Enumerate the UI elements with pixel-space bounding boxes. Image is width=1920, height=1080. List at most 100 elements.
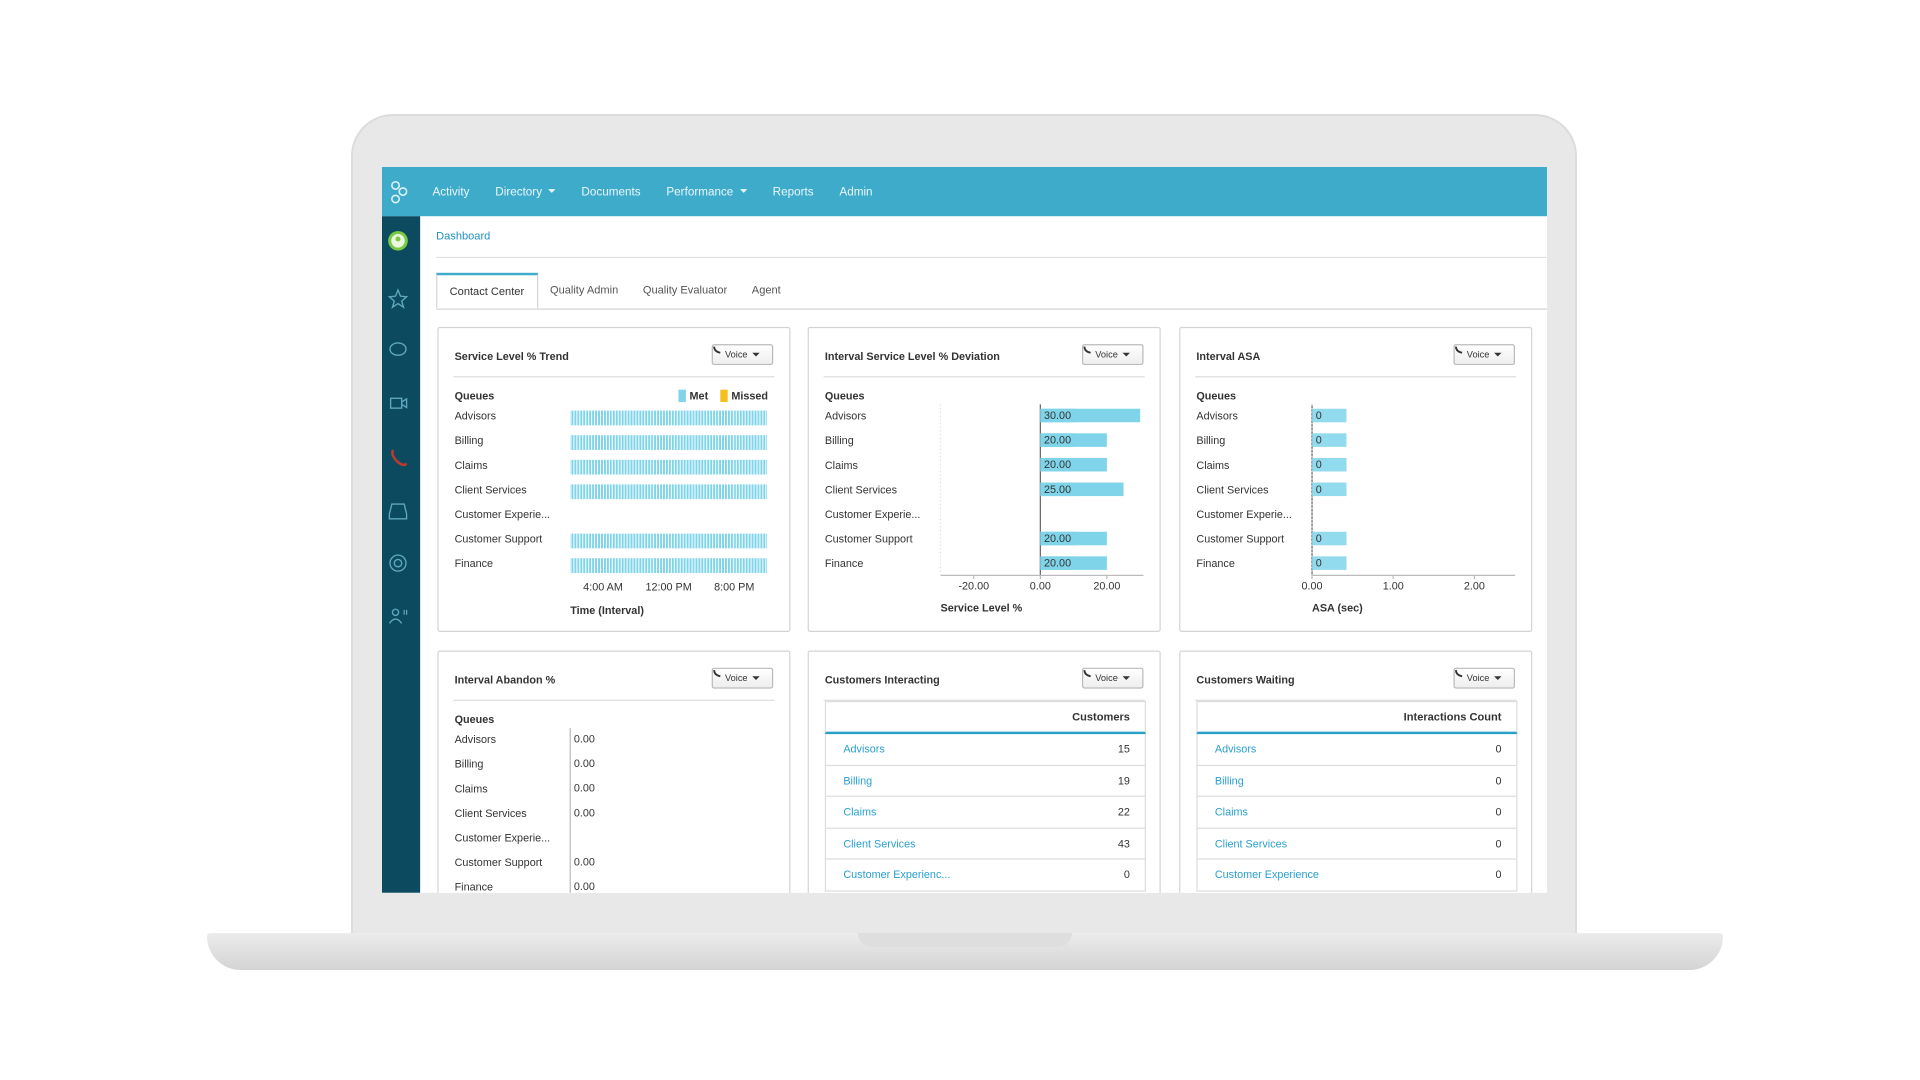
interval-cell <box>586 410 595 426</box>
category-label: Claims <box>825 460 859 472</box>
value-label: 20.00 <box>1044 533 1071 545</box>
interval-cell <box>594 459 604 475</box>
legend-label: Met <box>690 390 709 402</box>
nav-item[interactable]: Admin <box>839 185 872 199</box>
panel-title: Interval ASA <box>1196 350 1261 363</box>
category-label: Billing <box>1196 435 1225 447</box>
voice-button[interactable]: Voice <box>1081 344 1144 366</box>
button-label: Voice <box>1466 672 1490 684</box>
interval-cell <box>758 558 768 573</box>
interval-cell <box>644 459 653 475</box>
queue-link[interactable]: Billing <box>1214 774 1244 787</box>
category-header: Queues <box>825 390 865 402</box>
interval-cell <box>717 459 727 475</box>
queue-link[interactable]: Client Services <box>1214 837 1288 850</box>
interval-cell <box>709 558 718 573</box>
value-label: 0 <box>1316 484 1322 496</box>
interval-cell <box>627 459 636 475</box>
interval-cell <box>726 459 735 475</box>
divider <box>823 376 1145 378</box>
table: Interactions Count Advisors 0 Billing 0 Claim… <box>1196 700 1518 891</box>
tab[interactable]: Quality Evaluator <box>642 283 728 297</box>
queue-link[interactable]: Advisors <box>843 743 885 756</box>
interval-cell <box>750 558 759 573</box>
value-label: 25.00 <box>1044 484 1071 496</box>
interval-cell <box>619 484 628 500</box>
tab[interactable]: Quality Admin <box>549 283 619 297</box>
nav-item[interactable]: Activity <box>432 185 469 199</box>
legend-swatch <box>678 389 686 402</box>
panel-title: Service Level % Trend <box>454 350 569 363</box>
interval-cell <box>603 435 612 450</box>
panel: Customers Interacting Voice Customers Advis… <box>807 650 1161 893</box>
chart: Queues Advisors Billing Claims Client Servic… <box>455 714 595 893</box>
interval-cell <box>611 558 620 573</box>
interval-cell <box>750 484 759 500</box>
tab[interactable]: Agent <box>751 283 781 297</box>
interval-cell <box>619 459 628 475</box>
legend-swatch <box>720 389 728 402</box>
queue-link[interactable]: Customer Experience <box>1214 868 1319 881</box>
count: 19 <box>1117 774 1130 787</box>
legend-label: Missed <box>731 390 768 402</box>
queue-link[interactable]: Billing <box>843 774 873 787</box>
nav-item[interactable]: Directory <box>495 185 556 198</box>
interval-cell <box>742 435 751 450</box>
queue-link[interactable]: Claims <box>843 805 877 819</box>
interval-cell <box>635 484 645 500</box>
value-label-bg <box>1312 457 1347 472</box>
interval-cell <box>693 484 702 500</box>
interval-cell <box>627 435 636 450</box>
x-tick-label: 4:00 AM <box>583 582 623 594</box>
interval-cell <box>635 533 645 549</box>
category-header: Queues <box>1196 390 1236 402</box>
voice-button[interactable]: Voice <box>1453 344 1516 366</box>
voice-button[interactable]: Voice <box>711 667 774 689</box>
voice-button[interactable]: Voice <box>711 344 774 366</box>
breadcrumb[interactable]: Dashboard <box>436 229 491 243</box>
interval-cell <box>611 410 620 426</box>
panel: Interval Abandon % Voice Queues Advisors Bil… <box>437 650 791 893</box>
count: 22 <box>1117 805 1130 819</box>
category-label: Client Services <box>455 484 528 496</box>
interval-cell <box>660 459 669 475</box>
nav-item[interactable]: Reports <box>773 185 814 199</box>
table-row: Client Services 0 <box>1196 828 1518 860</box>
x-tick-label: 2.00 <box>1464 580 1485 592</box>
category-header: Queues <box>455 390 495 402</box>
interval-cell <box>594 484 604 500</box>
interval-cell <box>676 410 686 426</box>
bar <box>1040 408 1141 423</box>
category-label: Customer Support <box>455 857 543 869</box>
interval-cell <box>734 484 743 500</box>
value-label: 0.00 <box>574 734 595 746</box>
interval-cell <box>652 484 661 500</box>
panel: Interval ASA Voice Queues Advisors Billing Cl… <box>1179 326 1533 633</box>
queue-link[interactable]: Customer Experienc... <box>843 868 951 881</box>
category-label: Advisors <box>455 411 497 423</box>
interval-cell <box>668 484 677 500</box>
interval-cell <box>619 558 628 573</box>
value-label: 0 <box>1316 410 1322 422</box>
interval-cell <box>726 533 735 549</box>
nav-item[interactable]: Performance <box>666 185 747 198</box>
voice-button[interactable]: Voice <box>1453 667 1516 689</box>
value-label: 20.00 <box>1044 459 1071 471</box>
queue-link[interactable]: Claims <box>1214 805 1248 819</box>
interval-cell <box>578 410 587 426</box>
nav-item[interactable]: Documents <box>581 185 640 199</box>
queue-link[interactable]: Advisors <box>1214 743 1257 756</box>
interval-cell <box>668 558 677 573</box>
interval-cell <box>693 410 702 426</box>
value-label-bg <box>1312 482 1347 497</box>
interval-cell <box>660 558 669 573</box>
tab[interactable]: Contact Center <box>436 272 538 309</box>
queue-link[interactable]: Client Services <box>843 837 916 850</box>
phone-icon <box>1455 346 1463 354</box>
interval-cell <box>734 435 743 450</box>
interval-cell <box>676 484 686 500</box>
interval-cell <box>742 484 751 500</box>
voice-button[interactable]: Voice <box>1081 667 1144 689</box>
table-header: Interactions Count <box>1196 700 1518 735</box>
category-label: Finance <box>1196 558 1234 570</box>
